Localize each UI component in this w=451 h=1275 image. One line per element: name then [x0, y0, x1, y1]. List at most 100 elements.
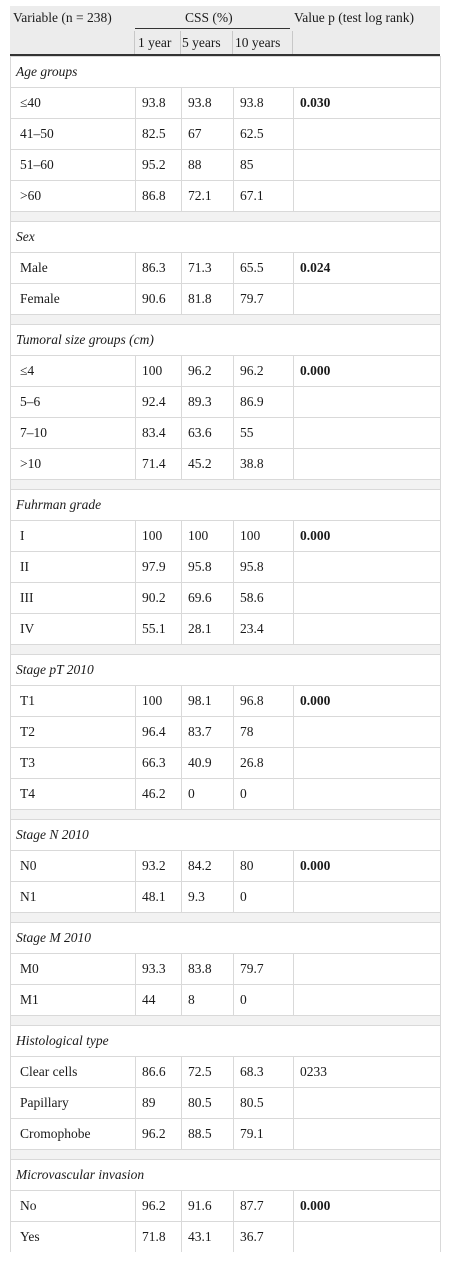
table-row: 5–6 92.4 89.3 86.9 — [10, 386, 442, 418]
value-1year: 86.8 — [135, 180, 182, 212]
value-10years: 86.9 — [233, 386, 294, 418]
value-p: 0.000 — [293, 1190, 442, 1222]
value-10years: 38.8 — [233, 448, 294, 480]
row-label: No — [10, 1190, 136, 1222]
header-sep — [134, 31, 135, 54]
value-p: 0.000 — [293, 850, 442, 882]
value-10years: 23.4 — [233, 613, 294, 645]
value-5years: 43.1 — [181, 1221, 234, 1252]
value-5years: 72.1 — [181, 180, 234, 212]
value-1year: 95.2 — [135, 149, 182, 181]
value-5years: 81.8 — [181, 283, 234, 315]
group-heading-row: Sex — [9, 221, 442, 253]
table-row: N0 93.2 84.2 80 0.000 — [10, 850, 442, 882]
table-row: 41–50 82.5 67 62.5 — [10, 118, 442, 150]
spacer-cell — [9, 211, 442, 222]
value-1year: 100 — [135, 685, 182, 717]
value-1year: 82.5 — [135, 118, 182, 150]
spacer-cell — [9, 1149, 442, 1160]
row-label: 41–50 — [10, 118, 136, 150]
value-5years: 84.2 — [181, 850, 234, 882]
value-p — [293, 1087, 442, 1119]
spacer-cell — [9, 479, 442, 490]
value-5years: 0 — [181, 778, 234, 810]
header-sep — [232, 31, 233, 54]
header-value-p: Value p (test log rank) — [294, 10, 414, 25]
value-5years: 28.1 — [181, 613, 234, 645]
row-label: Yes — [10, 1221, 136, 1252]
table-row: ≤4 100 96.2 96.2 0.000 — [10, 355, 442, 387]
row-label: 7–10 — [10, 417, 136, 449]
value-5years: 45.2 — [181, 448, 234, 480]
spacer-cell — [9, 809, 442, 820]
value-1year: 92.4 — [135, 386, 182, 418]
value-10years: 96.8 — [233, 685, 294, 717]
row-label: Papillary — [10, 1087, 136, 1119]
value-10years: 79.7 — [233, 283, 294, 315]
group-title: Stage M 2010 — [9, 922, 442, 954]
value-1year: 96.2 — [135, 1190, 182, 1222]
header-sep — [292, 31, 293, 54]
group-spacer — [9, 1015, 442, 1026]
table-row: T1 100 98.1 96.8 0.000 — [10, 685, 442, 717]
value-p — [293, 881, 442, 913]
row-label: T2 — [10, 716, 136, 748]
value-p — [293, 448, 442, 480]
value-10years: 100 — [233, 520, 294, 552]
header-1year: 1 year — [138, 35, 172, 50]
row-label: Cromophobe — [10, 1118, 136, 1150]
value-p — [293, 1118, 442, 1150]
header-10years: 10 years — [235, 35, 281, 50]
value-p — [293, 149, 442, 181]
value-10years: 80 — [233, 850, 294, 882]
value-1year: 46.2 — [135, 778, 182, 810]
table-row: Female 90.6 81.8 79.7 — [10, 283, 442, 315]
page-cut — [10, 1264, 440, 1275]
value-p — [293, 716, 442, 748]
row-label: III — [10, 582, 136, 614]
value-10years: 55 — [233, 417, 294, 449]
row-label: Female — [10, 283, 136, 315]
value-10years: 78 — [233, 716, 294, 748]
value-10years: 36.7 — [233, 1221, 294, 1252]
table-row: IV 55.1 28.1 23.4 — [10, 613, 442, 645]
value-1year: 89 — [135, 1087, 182, 1119]
value-10years: 62.5 — [233, 118, 294, 150]
row-label: ≤40 — [10, 87, 136, 119]
value-p: 0.030 — [293, 87, 442, 119]
value-1year: 83.4 — [135, 417, 182, 449]
row-label: N0 — [10, 850, 136, 882]
row-label: II — [10, 551, 136, 583]
value-p: 0.000 — [293, 685, 442, 717]
spacer-cell — [9, 912, 442, 923]
value-1year: 90.6 — [135, 283, 182, 315]
header-5years: 5 years — [182, 35, 221, 50]
spacer-cell — [9, 314, 442, 325]
value-p — [293, 778, 442, 810]
value-1year: 96.2 — [135, 1118, 182, 1150]
value-1year: 93.2 — [135, 850, 182, 882]
table-row: >60 86.8 72.1 67.1 — [10, 180, 442, 212]
table-row: Male 86.3 71.3 65.5 0.024 — [10, 252, 442, 284]
value-5years: 71.3 — [181, 252, 234, 284]
table-body: Age groups ≤40 93.8 93.8 93.8 0.030 41–50 82.5 6… — [9, 56, 442, 1252]
value-10years: 0 — [233, 984, 294, 1016]
group-heading-row: Histological type — [9, 1025, 442, 1057]
row-label: 5–6 — [10, 386, 136, 418]
group-spacer — [9, 809, 442, 820]
value-10years: 68.3 — [233, 1056, 294, 1088]
value-10years: 80.5 — [233, 1087, 294, 1119]
group-heading-row: Stage pT 2010 — [9, 654, 442, 686]
table-row: Clear cells 86.6 72.5 68.3 0233 — [10, 1056, 442, 1088]
group-heading-row: Stage N 2010 — [9, 819, 442, 851]
group-spacer — [9, 1149, 442, 1160]
value-10years: 79.7 — [233, 953, 294, 985]
value-1year: 100 — [135, 520, 182, 552]
value-10years: 93.8 — [233, 87, 294, 119]
group-title: Microvascular invasion — [9, 1159, 442, 1191]
value-1year: 93.8 — [135, 87, 182, 119]
group-title: Tumoral size groups (cm) — [9, 324, 442, 356]
value-10years: 26.8 — [233, 747, 294, 779]
survival-table: Variable (n = 238) CSS (%) Value p (test… — [9, 6, 442, 1252]
value-1year: 71.8 — [135, 1221, 182, 1252]
